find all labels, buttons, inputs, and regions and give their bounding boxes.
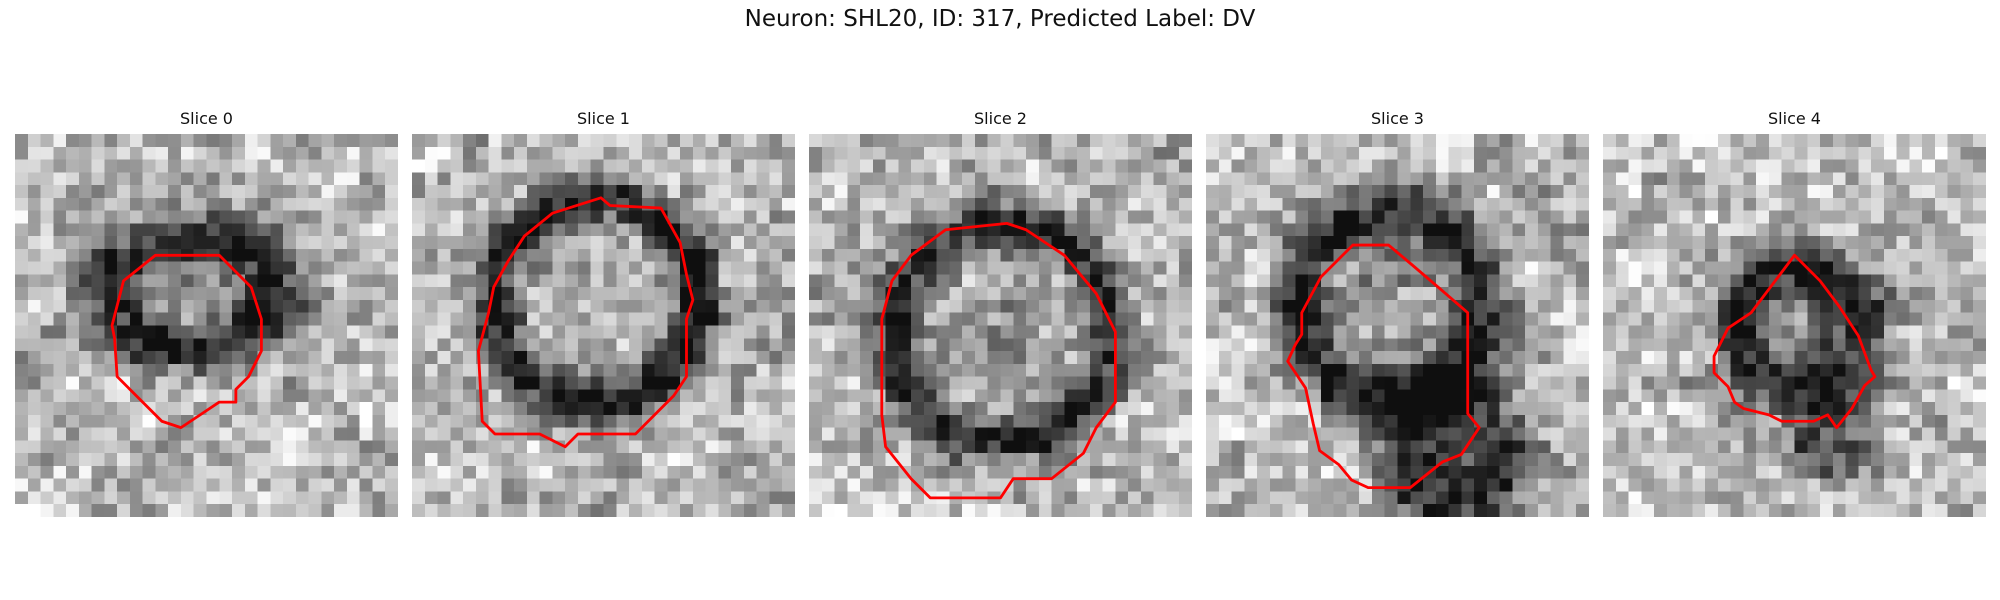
slice-title: Slice 3 (1371, 109, 1424, 128)
slice-image (1603, 134, 1986, 517)
segmentation-contour (110, 253, 263, 430)
slice-title: Slice 2 (974, 109, 1027, 128)
segmentation-contour (476, 196, 695, 449)
figure-title: Neuron: SHL20, ID: 317, Predicted Label:… (744, 6, 1256, 32)
slice-image (809, 134, 1192, 517)
slice-image (412, 134, 795, 517)
slice-pixels (809, 134, 1192, 517)
slice-pixels (1206, 134, 1589, 517)
slice-panel-2: Slice 2 (809, 108, 1192, 517)
slice-pixels (412, 134, 795, 517)
slice-image (1206, 134, 1589, 517)
slice-panel-3: Slice 3 (1206, 108, 1589, 517)
slice-panel-0: Slice 0 (15, 108, 398, 517)
segmentation-contour (1286, 243, 1481, 490)
slice-pixels (15, 134, 398, 517)
segmentation-contour (1712, 253, 1877, 430)
slice-pixels (1603, 134, 1986, 517)
slice-panel-1: Slice 1 (412, 108, 795, 517)
slice-title: Slice 0 (180, 109, 233, 128)
slice-image (15, 134, 398, 517)
slice-title: Slice 4 (1768, 109, 1821, 128)
segmentation-contour (880, 221, 1117, 500)
slice-title: Slice 1 (577, 109, 630, 128)
slice-panel-4: Slice 4 (1603, 108, 1986, 517)
